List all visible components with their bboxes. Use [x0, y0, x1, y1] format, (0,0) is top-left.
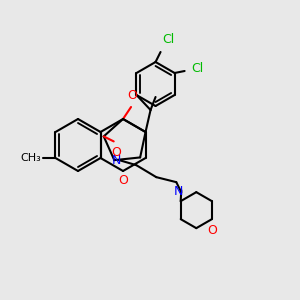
Text: O: O: [127, 89, 137, 102]
Text: CH₃: CH₃: [21, 153, 41, 163]
Text: Cl: Cl: [192, 61, 204, 74]
Text: O: O: [111, 146, 121, 159]
Text: O: O: [207, 224, 217, 237]
Text: N: N: [112, 154, 121, 166]
Text: N: N: [174, 185, 183, 198]
Text: O: O: [118, 174, 128, 187]
Text: Cl: Cl: [163, 33, 175, 46]
